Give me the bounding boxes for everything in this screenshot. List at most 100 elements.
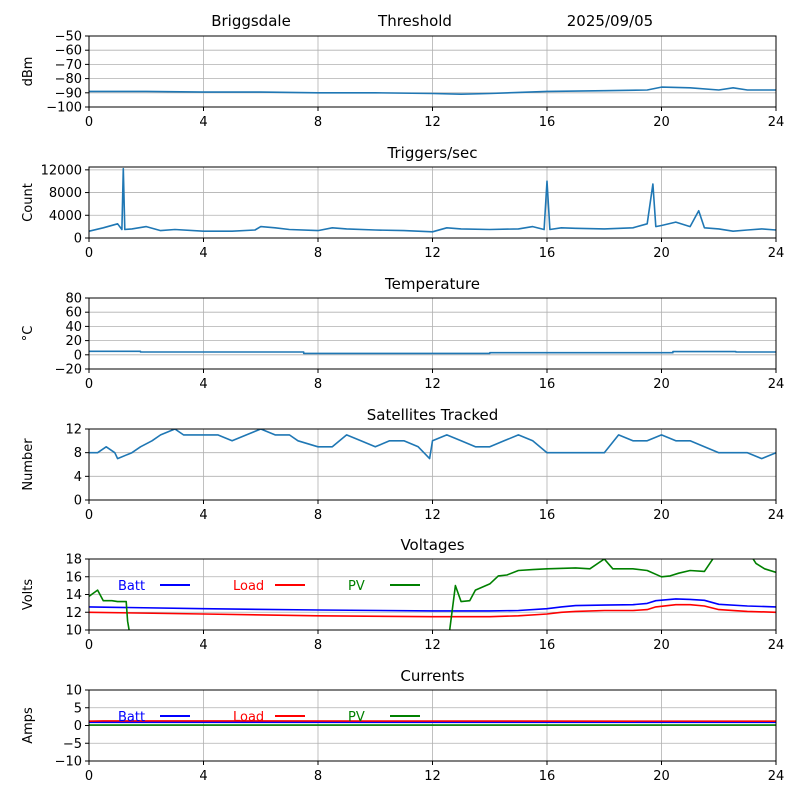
x-tick-label: 20 [653, 115, 670, 130]
panel-3: 0 4 8 12 16 20 24 0 4 8 12 Satellites Tracked Number [21, 406, 784, 523]
y-tick-label: 20 [65, 334, 82, 349]
panel-title: Voltages [400, 536, 464, 554]
x-tick-label: 4 [199, 246, 207, 261]
y-tick-label: 10 [65, 684, 82, 699]
y-axis-label: °C [21, 326, 36, 342]
y-tick-label: 12 [65, 606, 82, 621]
y-tick-label: 0 [74, 719, 82, 734]
x-tick-label: 16 [539, 638, 556, 653]
x-tick-label: 24 [768, 377, 785, 392]
x-tick-label: 20 [653, 377, 670, 392]
series-line-0 [89, 86, 776, 95]
legend-label-load: Load [233, 710, 264, 725]
panel-title: Satellites Tracked [367, 406, 498, 424]
x-tick-label: 12 [424, 638, 441, 653]
y-tick-label: 12000 [41, 163, 82, 178]
y-tick-label: 10 [65, 624, 82, 639]
x-tick-label: 20 [653, 508, 670, 523]
x-tick-label: 16 [539, 246, 556, 261]
series-line-0 [89, 350, 776, 355]
x-tick-label: 4 [199, 115, 207, 130]
legend-label-batt: Batt [118, 579, 145, 594]
panel-title: Currents [400, 667, 464, 685]
x-tick-label: 12 [424, 246, 441, 261]
panel-0: 0 4 8 12 16 20 24 −100−90−80−70−60−50 dBm [21, 30, 784, 131]
x-tick-label: 0 [85, 769, 93, 784]
x-tick-label: 8 [314, 638, 322, 653]
y-tick-label: −20 [55, 363, 82, 378]
panel-4: 0 4 8 12 16 20 24 10 12 14 16 18 Voltages Volts Batt Lo… [21, 536, 784, 653]
legend-label-pv: PV [348, 710, 365, 725]
x-tick-label: 24 [768, 769, 785, 784]
x-tick-label: 4 [199, 638, 207, 653]
y-tick-label: −90 [55, 86, 82, 101]
x-tick-label: 12 [424, 115, 441, 130]
x-tick-label: 16 [539, 377, 556, 392]
x-tick-label: 24 [768, 246, 785, 261]
y-tick-label: −70 [55, 58, 82, 73]
x-tick-label: 20 [653, 638, 670, 653]
x-tick-label: 12 [424, 508, 441, 523]
y-tick-label: 8000 [49, 186, 82, 201]
y-tick-label: 8 [74, 446, 82, 461]
y-tick-label: −100 [46, 101, 82, 116]
x-tick-label: 20 [653, 769, 670, 784]
x-tick-label: 16 [539, 769, 556, 784]
y-tick-label: 0 [74, 348, 82, 363]
x-tick-label: 24 [768, 508, 785, 523]
y-tick-label: 4000 [49, 209, 82, 224]
y-tick-label: −50 [55, 30, 82, 45]
x-tick-label: 0 [85, 377, 93, 392]
legend-label-pv: PV [348, 579, 365, 594]
x-tick-label: 8 [314, 508, 322, 523]
legend-label-batt: Batt [118, 710, 145, 725]
x-tick-label: 24 [768, 638, 785, 653]
x-tick-label: 0 [85, 638, 93, 653]
y-tick-label: 14 [65, 588, 82, 603]
header-site: Briggsdale [211, 12, 291, 30]
series-line-0 [89, 167, 776, 233]
series-line-pv [89, 559, 776, 630]
x-tick-label: 4 [199, 377, 207, 392]
y-tick-label: 5 [74, 701, 82, 716]
x-tick-label: 8 [314, 246, 322, 261]
x-tick-label: 16 [539, 508, 556, 523]
x-tick-label: 24 [768, 115, 785, 130]
x-tick-label: 0 [85, 115, 93, 130]
y-tick-label: 12 [65, 423, 82, 438]
x-tick-label: 8 [314, 377, 322, 392]
x-tick-label: 4 [199, 769, 207, 784]
x-tick-label: 8 [314, 769, 322, 784]
panel-title: Temperature [384, 275, 480, 293]
y-axis-label: Volts [21, 579, 36, 611]
y-axis-label: Number [21, 438, 36, 491]
y-tick-label: 60 [65, 306, 82, 321]
y-axis-label: Amps [21, 707, 36, 744]
y-tick-label: 40 [65, 320, 82, 335]
y-axis-label: dBm [21, 57, 36, 87]
header-date: 2025/09/05 [567, 12, 653, 30]
x-tick-label: 0 [85, 508, 93, 523]
x-tick-label: 16 [539, 115, 556, 130]
y-tick-label: 18 [65, 553, 82, 568]
y-tick-label: 0 [74, 494, 82, 509]
y-tick-label: −10 [55, 755, 82, 770]
y-tick-label: 16 [65, 570, 82, 585]
panel-1: 0 4 8 12 16 20 24 0 4000 8000 12000 Triggers/sec Cou… [21, 144, 784, 261]
x-tick-label: 12 [424, 769, 441, 784]
panel-5: 0 4 8 12 16 20 24 −10 −5 0 5 10 Currents Amps Batt Load… [21, 667, 784, 784]
y-tick-label: 0 [74, 232, 82, 247]
series-line-batt [89, 598, 776, 612]
y-tick-label: 80 [65, 292, 82, 307]
panel-title: Triggers/sec [387, 144, 478, 162]
y-tick-label: −5 [63, 737, 82, 752]
y-tick-label: −60 [55, 44, 82, 59]
series-line-load [89, 603, 776, 618]
y-axis-label: Count [21, 183, 36, 222]
legend-label-load: Load [233, 579, 264, 594]
x-tick-label: 0 [85, 246, 93, 261]
header-mode: Threshold [377, 12, 452, 30]
x-tick-label: 20 [653, 246, 670, 261]
y-tick-label: −80 [55, 72, 82, 87]
